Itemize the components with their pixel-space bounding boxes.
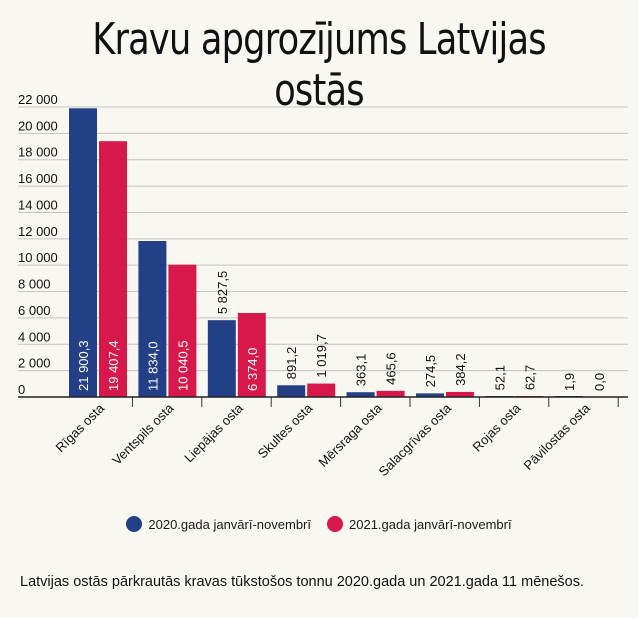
bar-2020 bbox=[416, 393, 444, 397]
y-tick-label: 8 000 bbox=[18, 277, 51, 292]
x-tick-label: Liepājas osta bbox=[181, 400, 246, 465]
legend-swatch-2020 bbox=[126, 516, 143, 532]
chart-title: Kravu apgrozījums Latvijas ostās bbox=[92, 14, 546, 116]
x-axis bbox=[18, 396, 628, 407]
data-label: 0,0 bbox=[592, 373, 607, 391]
x-tick-label: Skultes osta bbox=[255, 400, 316, 461]
bar-chart: 0 2 000 4 000 6 000 8 000 10 000 12 000 14 000 1… bbox=[18, 92, 628, 479]
y-tick-label: 6 000 bbox=[18, 303, 51, 318]
x-tick-label: Salacgrīvas osta bbox=[376, 400, 455, 479]
bar-2021 bbox=[168, 264, 197, 397]
legend-swatch-2021 bbox=[327, 516, 343, 532]
bar-2021 bbox=[237, 312, 266, 397]
data-label: 1 019,7 bbox=[314, 334, 329, 377]
y-tick-label: 14 000 bbox=[18, 197, 58, 212]
y-tick-label: 2 000 bbox=[18, 356, 51, 371]
legend-item-2021: 2021.gada janvārī-novembrī bbox=[327, 516, 512, 532]
bar-2020 bbox=[69, 108, 97, 398]
bars bbox=[69, 108, 583, 398]
data-label: 62,7 bbox=[522, 365, 537, 390]
bar-2020 bbox=[277, 385, 306, 397]
data-label: 19 407,4 bbox=[106, 340, 121, 391]
data-labels: 21 900,3 19 407,4 11 834,0 10 040,5 5 827,5 6… bbox=[76, 271, 607, 391]
x-tick-label: Mērsraga osta bbox=[315, 400, 385, 470]
bar-2021 bbox=[307, 383, 336, 397]
legend-label-2021: 2021.gada janvārī-novembrī bbox=[349, 516, 512, 532]
legend-label-2020: 2020.gada janvārī-novembrī bbox=[148, 516, 311, 532]
x-tick-label: Pāvilostas osta bbox=[520, 400, 593, 473]
y-tick-label: 20 000 bbox=[18, 118, 58, 133]
data-label: 52,1 bbox=[492, 365, 507, 390]
bar-2020 bbox=[346, 392, 375, 397]
legend: 2020.gada janvārī-novembrī 2021.gada jan… bbox=[0, 516, 638, 532]
x-tick-label: Rojas osta bbox=[469, 400, 524, 455]
y-tick-label: 4 000 bbox=[18, 329, 51, 344]
data-label: 21 900,3 bbox=[76, 340, 91, 391]
x-axis-labels: Rīgas osta Ventspils osta Liepājas osta Sku… bbox=[53, 400, 594, 479]
bar-2020 bbox=[138, 241, 167, 397]
data-label: 6 374,0 bbox=[245, 348, 260, 391]
data-label: 891,2 bbox=[284, 347, 299, 380]
data-label: 465,6 bbox=[384, 352, 399, 385]
y-tick-label: 22 000 bbox=[18, 92, 58, 107]
data-label: 1,9 bbox=[562, 373, 577, 391]
legend-item-2020: 2020.gada janvārī-novembrī bbox=[126, 516, 311, 532]
chart-caption: Latvijas ostās pārkrautās kravas tūkstoš… bbox=[20, 574, 584, 590]
y-axis-ticks: 0 2 000 4 000 6 000 8 000 10 000 12 000 14 000 1… bbox=[18, 92, 58, 397]
data-label: 274,5 bbox=[423, 355, 438, 388]
data-label: 11 834,0 bbox=[145, 341, 160, 391]
y-tick-label: 12 000 bbox=[18, 224, 58, 239]
y-tick-label: 18 000 bbox=[18, 145, 58, 160]
y-tick-label: 0 bbox=[18, 382, 25, 397]
bar-2021 bbox=[99, 141, 127, 397]
bar-2021 bbox=[446, 391, 474, 397]
bar-2021 bbox=[376, 390, 405, 397]
data-label: 10 040,5 bbox=[175, 340, 190, 391]
y-tick-label: 16 000 bbox=[18, 171, 58, 186]
y-tick-label: 10 000 bbox=[18, 250, 58, 265]
x-tick-label: Rīgas osta bbox=[53, 400, 108, 455]
bar-2020 bbox=[207, 320, 236, 397]
data-label: 384,2 bbox=[453, 353, 468, 386]
data-label: 5 827,5 bbox=[215, 271, 230, 314]
data-label: 363,1 bbox=[354, 354, 369, 387]
x-tick-label: Ventspils osta bbox=[109, 400, 177, 468]
